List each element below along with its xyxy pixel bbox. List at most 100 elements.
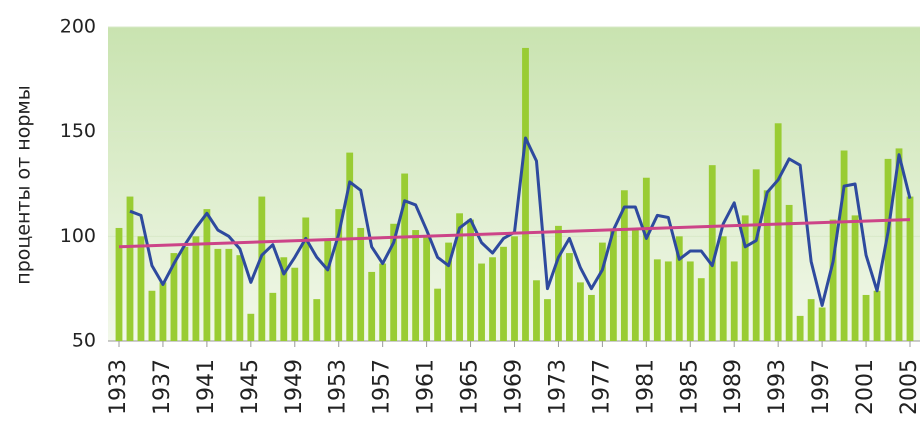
bar bbox=[313, 299, 321, 341]
bar bbox=[456, 213, 463, 341]
bar bbox=[489, 257, 496, 341]
bar bbox=[412, 230, 420, 341]
bar bbox=[555, 225, 562, 341]
bar bbox=[445, 242, 452, 341]
x-tick-label: 1993 bbox=[765, 359, 790, 415]
bar bbox=[357, 227, 365, 341]
bar bbox=[346, 152, 354, 341]
x-tick-label: 1965 bbox=[458, 359, 483, 415]
x-tick-label: 1981 bbox=[633, 359, 658, 415]
bar bbox=[807, 299, 815, 341]
x-tick-label: 1937 bbox=[150, 359, 175, 415]
bar bbox=[401, 173, 409, 341]
bar bbox=[192, 236, 200, 341]
bar bbox=[115, 227, 123, 341]
bar bbox=[873, 290, 881, 341]
x-tick-label: 1973 bbox=[545, 359, 570, 415]
bar bbox=[675, 236, 683, 341]
bar bbox=[434, 288, 442, 341]
bar bbox=[642, 177, 650, 341]
bar bbox=[862, 294, 870, 341]
x-tick-label: 1969 bbox=[502, 359, 527, 415]
bar bbox=[203, 209, 211, 341]
x-tick-label: 1953 bbox=[326, 359, 351, 415]
bar bbox=[148, 290, 156, 341]
bar bbox=[544, 299, 551, 341]
y-tick-label: 50 bbox=[72, 330, 96, 352]
bar bbox=[511, 236, 518, 341]
bar bbox=[390, 223, 398, 341]
bar bbox=[818, 307, 826, 341]
bar bbox=[851, 215, 859, 341]
bar bbox=[170, 253, 178, 341]
y-tick-label: 150 bbox=[60, 120, 96, 142]
y-axis-label: проценты от нормы bbox=[13, 85, 35, 284]
bar bbox=[609, 230, 617, 341]
bar bbox=[467, 219, 474, 341]
bar bbox=[368, 271, 376, 341]
bar bbox=[708, 165, 716, 341]
x-tick-label: 1985 bbox=[677, 359, 702, 415]
x-tick-label: 1945 bbox=[238, 359, 263, 415]
bar bbox=[126, 196, 134, 341]
x-tick-label: 1957 bbox=[370, 359, 395, 415]
bar bbox=[522, 47, 529, 341]
x-tick-label: 1941 bbox=[194, 359, 219, 415]
bar bbox=[302, 217, 310, 341]
bar bbox=[181, 246, 189, 341]
bar bbox=[730, 261, 738, 341]
x-tick-label: 1997 bbox=[809, 359, 834, 415]
bar bbox=[214, 248, 222, 341]
bar bbox=[664, 261, 672, 341]
bar bbox=[247, 313, 255, 341]
bar bbox=[566, 253, 573, 341]
bar bbox=[577, 282, 584, 341]
y-tick-label: 200 bbox=[60, 16, 96, 38]
bar bbox=[895, 148, 903, 341]
bar bbox=[752, 169, 760, 341]
x-tick-label: 2005 bbox=[897, 359, 920, 415]
bar bbox=[280, 257, 288, 341]
bar bbox=[598, 242, 606, 341]
x-tick-label: 1949 bbox=[282, 359, 307, 415]
bar bbox=[884, 158, 892, 341]
bar bbox=[653, 259, 661, 341]
bar bbox=[719, 236, 727, 341]
bar bbox=[379, 263, 387, 341]
x-tick-label: 1961 bbox=[414, 359, 439, 415]
bar bbox=[763, 190, 771, 341]
y-tick-label: 100 bbox=[60, 225, 96, 247]
bar bbox=[906, 196, 914, 341]
bar bbox=[697, 278, 705, 341]
bar bbox=[159, 282, 167, 341]
line bbox=[129, 136, 912, 307]
x-tick-label: 1977 bbox=[589, 359, 614, 415]
bar bbox=[686, 261, 694, 341]
bar bbox=[291, 267, 299, 341]
bar bbox=[785, 204, 793, 341]
bar bbox=[620, 190, 628, 341]
bar bbox=[500, 246, 507, 341]
bar bbox=[840, 150, 848, 341]
line bbox=[118, 218, 911, 249]
bar bbox=[587, 294, 595, 341]
bar bbox=[137, 236, 145, 341]
bar bbox=[258, 196, 266, 341]
bar bbox=[236, 255, 244, 341]
bar bbox=[774, 123, 782, 341]
bar bbox=[269, 292, 277, 341]
bar bbox=[478, 263, 485, 341]
bar bbox=[225, 248, 233, 341]
x-tick-label: 1933 bbox=[106, 359, 131, 415]
bar bbox=[631, 227, 639, 341]
bar bbox=[533, 280, 540, 341]
bar bbox=[829, 219, 837, 341]
x-tick-label: 1989 bbox=[721, 359, 746, 415]
x-tick-label: 2001 bbox=[853, 359, 878, 415]
bar bbox=[796, 315, 804, 341]
bar bbox=[741, 215, 749, 341]
bar bbox=[335, 209, 343, 341]
bar bbox=[324, 240, 332, 341]
